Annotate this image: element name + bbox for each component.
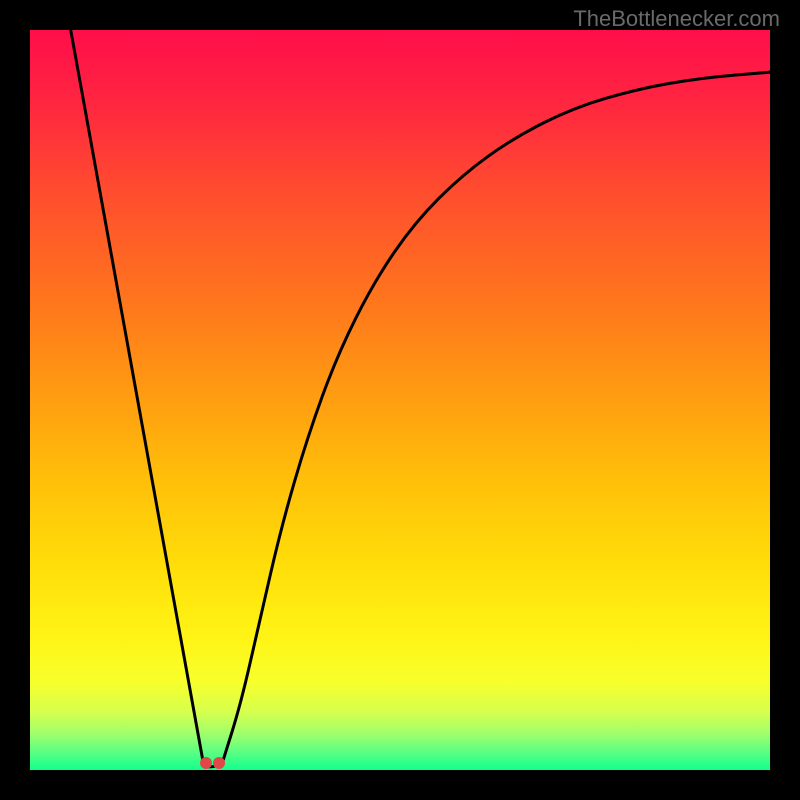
chart-frame: TheBottlenecker.com — [0, 0, 800, 800]
watermark-text: TheBottlenecker.com — [573, 6, 780, 32]
curve-layer — [30, 30, 770, 770]
data-marker — [200, 757, 212, 769]
data-marker — [213, 757, 225, 769]
plot-area — [30, 30, 770, 770]
bottleneck-curve — [71, 30, 770, 767]
